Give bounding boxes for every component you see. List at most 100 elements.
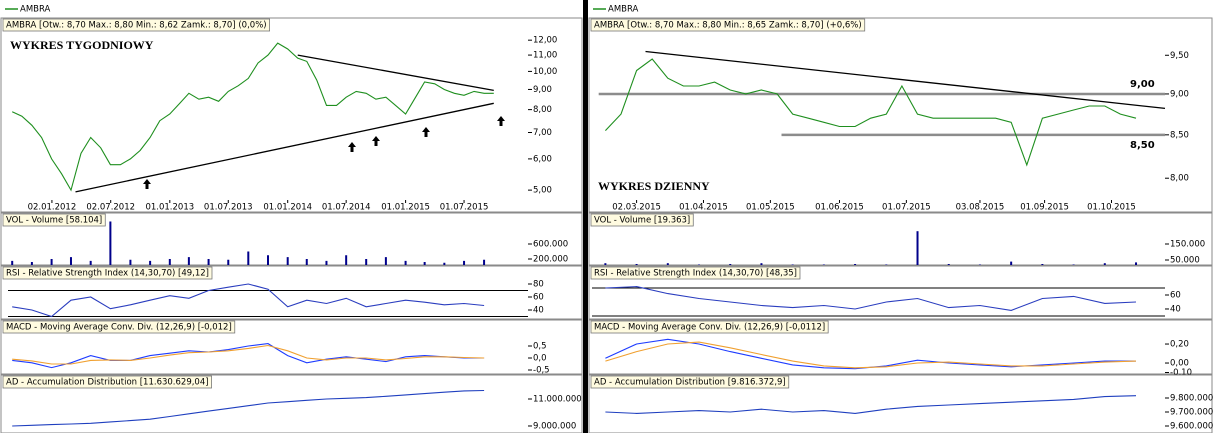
series-line: [12, 389, 485, 427]
pane-header-box: [590, 213, 694, 227]
x-tick-label: 01.04.2015: [679, 203, 728, 213]
volume-bar: [50, 258, 53, 265]
y-tick-label: 8,00: [533, 105, 552, 115]
y-tick-label: 10,00: [533, 67, 557, 77]
series-line: [11, 42, 494, 192]
volume-bar: [666, 263, 669, 265]
volume-bar: [207, 258, 210, 265]
y-tick-label: 0,5: [533, 342, 547, 352]
volume-bar: [11, 260, 14, 265]
volume-bar: [1041, 264, 1044, 265]
series-line: [12, 283, 485, 318]
volume-bar: [345, 255, 348, 265]
pane: 0,20 0,00-0,10 MACD - Moving Average Conv.…: [588, 319, 1213, 378]
volume-bar: [227, 259, 230, 265]
volume-bar: [978, 264, 981, 265]
volume-bar: [325, 260, 328, 265]
pane-header: MACD - Moving Average Conv. Div. (12,26,…: [594, 323, 825, 333]
up-arrow: [422, 127, 430, 137]
x-tick-label: 02.07.2012: [86, 203, 135, 213]
trend-line: [645, 50, 1166, 110]
volume-bar: [129, 259, 132, 265]
y-tick-label: 600.000: [533, 239, 568, 249]
volume-bar: [1135, 262, 1138, 265]
pane-header: RSI - Relative Strength Index (14,30,70)…: [594, 269, 797, 279]
y-tick-label: 40: [533, 306, 544, 316]
x-tick-label: 03.08.2015: [956, 203, 1005, 213]
x-tick-label: 01.09.2015: [1020, 203, 1069, 213]
y-tick-label: 11.000.000: [533, 394, 582, 404]
y-tick-label: 40: [1170, 304, 1181, 314]
volume-bar: [916, 231, 919, 265]
up-arrow: [372, 136, 380, 146]
volume-bar: [168, 258, 171, 265]
y-tick-label: 0,00: [1170, 359, 1189, 369]
volume-bar: [791, 264, 794, 265]
pane: 9.800.000 9.700.000 9.600.000 AD - Accumula…: [588, 374, 1213, 433]
x-tick-label: 01.05.2015: [746, 203, 795, 213]
pane: AMBRA 9,50 9,00 8,50 8,00 02.03.2015 01.04.201…: [588, 5, 1213, 213]
volume-bar: [635, 264, 638, 265]
pane-header-box: [2, 320, 236, 334]
volume-bar: [483, 259, 486, 265]
x-tick-label: 01.07.2013: [204, 203, 253, 213]
panel-divider: [583, 0, 588, 433]
chart-annotation: WYKRES DZIENNY: [598, 179, 710, 193]
y-tick-label: 9.800.000: [1170, 394, 1213, 404]
pane-header-box: [2, 375, 212, 389]
pane-header: MACD - Moving Average Conv. Div. (12,26,…: [6, 323, 232, 333]
trend-line: [75, 102, 494, 193]
series-line: [605, 341, 1137, 369]
y-tick-label: 200.000: [533, 254, 568, 264]
pane: 0,5 0,0 -0,5 MACD - Moving Average Conv. Di…: [0, 319, 583, 376]
x-tick-label: 01.07.2014: [322, 203, 371, 213]
pane-header: AD - Accumulation Distribution [9.816.37…: [594, 378, 786, 388]
volume-bar: [404, 260, 407, 265]
pane-header: AMBRA [Otw.: 8,70 Max.: 8,80 Min.: 8,62 …: [6, 21, 267, 31]
x-tick-label: 02.01.2012: [28, 203, 77, 213]
up-arrow: [348, 142, 356, 152]
pane-header-box: [590, 375, 790, 389]
pane-header-box: [590, 266, 801, 280]
volume-bar: [822, 264, 825, 265]
volume-bar: [1072, 264, 1075, 265]
y-tick-label: 50.000: [1170, 256, 1200, 266]
y-tick-label: 9.000.000: [533, 421, 576, 431]
pane: 80 60 40 RSI - Relative Strength Index (14,…: [0, 265, 583, 320]
pane-header: VOL - Volume [58.104]: [6, 216, 102, 226]
volume-bar: [69, 257, 72, 265]
x-tick-label: 02.03.2015: [612, 203, 661, 213]
volume-bar: [305, 258, 308, 265]
pane: AMBRA 12,00 11,00 10,00 9,00 8,00 7,00 6,00 5,00…: [0, 5, 583, 213]
series-line: [12, 344, 485, 365]
level-label: 8,50: [1130, 140, 1155, 151]
volume-bar: [109, 221, 112, 265]
x-tick-label: 01.07.2015: [440, 203, 489, 213]
up-arrow: [143, 179, 151, 189]
y-tick-label: 7,00: [533, 128, 552, 138]
volume-bar: [365, 258, 368, 265]
y-tick-label: 60: [533, 292, 544, 302]
series-line: [605, 58, 1137, 167]
pane: 150.000 50.000 VOL - Volume [19.363]: [588, 212, 1213, 266]
y-tick-label: 60: [1170, 290, 1181, 300]
volume-bar: [247, 251, 250, 265]
volume-bar: [729, 264, 732, 265]
y-tick-label: 9,50: [1170, 51, 1189, 61]
pane-header: AMBRA [Otw.: 8,70 Max.: 8,80 Min.: 8,65 …: [594, 21, 862, 31]
y-tick-label: 9.700.000: [1170, 408, 1213, 418]
pane-header: VOL - Volume [19.363]: [594, 216, 690, 226]
pane: 11.000.000 9.000.000 AD - Accumulation Dis…: [0, 374, 583, 433]
pane: 600.000 200.000 VOL - Volume [58.104]: [0, 212, 583, 266]
volume-bar: [698, 264, 701, 265]
volume-bar: [604, 263, 607, 265]
volume-bar: [854, 264, 857, 265]
x-tick-label: 01.07.2015: [882, 203, 931, 213]
y-tick-label: 150.000: [1170, 240, 1205, 250]
y-tick-label: 9,00: [533, 85, 552, 95]
pane-header: AD - Accumulation Distribution [11.630.6…: [6, 378, 209, 388]
series-line: [12, 343, 485, 369]
pane-header-box: [2, 18, 270, 32]
y-tick-label: 5,00: [533, 186, 552, 196]
y-tick-label: -0,5: [533, 366, 550, 376]
